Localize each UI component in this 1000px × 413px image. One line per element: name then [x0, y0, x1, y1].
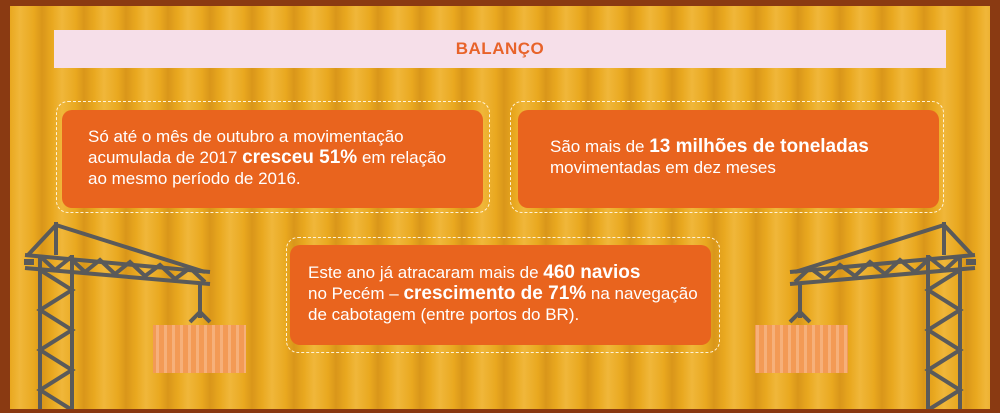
card-movement-growth: Só até o mês de outubro a movimentação a… — [62, 110, 483, 208]
card2-dashed-outline — [510, 101, 944, 213]
left-container — [153, 325, 246, 373]
card-tonnage: São mais de 13 milhões de toneladas movi… — [518, 110, 939, 208]
card2-line2: movimentadas em dez meses — [550, 158, 776, 177]
card3-line1: Este ano já atracaram mais de 460 navios — [308, 262, 641, 283]
page-title: BALANÇO — [455, 39, 545, 58]
card1-highlight: cresceu 51% — [242, 147, 358, 168]
card3-line2: no Pecém – crescimento de 71% na navegaç… — [308, 283, 698, 304]
card1-line3: ao mesmo período de 2016. — [88, 169, 301, 188]
card-ships: Este ano já atracaram mais de 460 navios… — [290, 245, 711, 345]
card3-line3: de cabotagem (entre portos do BR). — [308, 305, 580, 324]
card1-dashed-outline — [56, 101, 490, 213]
card3-highlight-ships: 460 navios — [543, 262, 641, 283]
card3-dashed-outline — [286, 237, 720, 353]
card1-line2: acumulada de 2017 cresceu 51% em relação — [88, 147, 447, 168]
card2-line1: São mais de 13 milhões de toneladas — [550, 136, 869, 157]
title-bar: BALANÇO — [54, 30, 946, 68]
card1-line1: Só até o mês de outubro a movimentação — [88, 127, 404, 146]
card2-highlight: 13 milhões de toneladas — [649, 136, 869, 157]
card3-highlight-growth: crescimento de 71% — [403, 283, 587, 304]
